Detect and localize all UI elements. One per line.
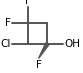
Text: Cl: Cl: [0, 39, 11, 49]
Text: F: F: [5, 18, 11, 28]
Text: F: F: [25, 0, 31, 6]
Text: F: F: [36, 60, 42, 70]
Polygon shape: [39, 43, 49, 58]
Text: OH: OH: [65, 39, 81, 49]
